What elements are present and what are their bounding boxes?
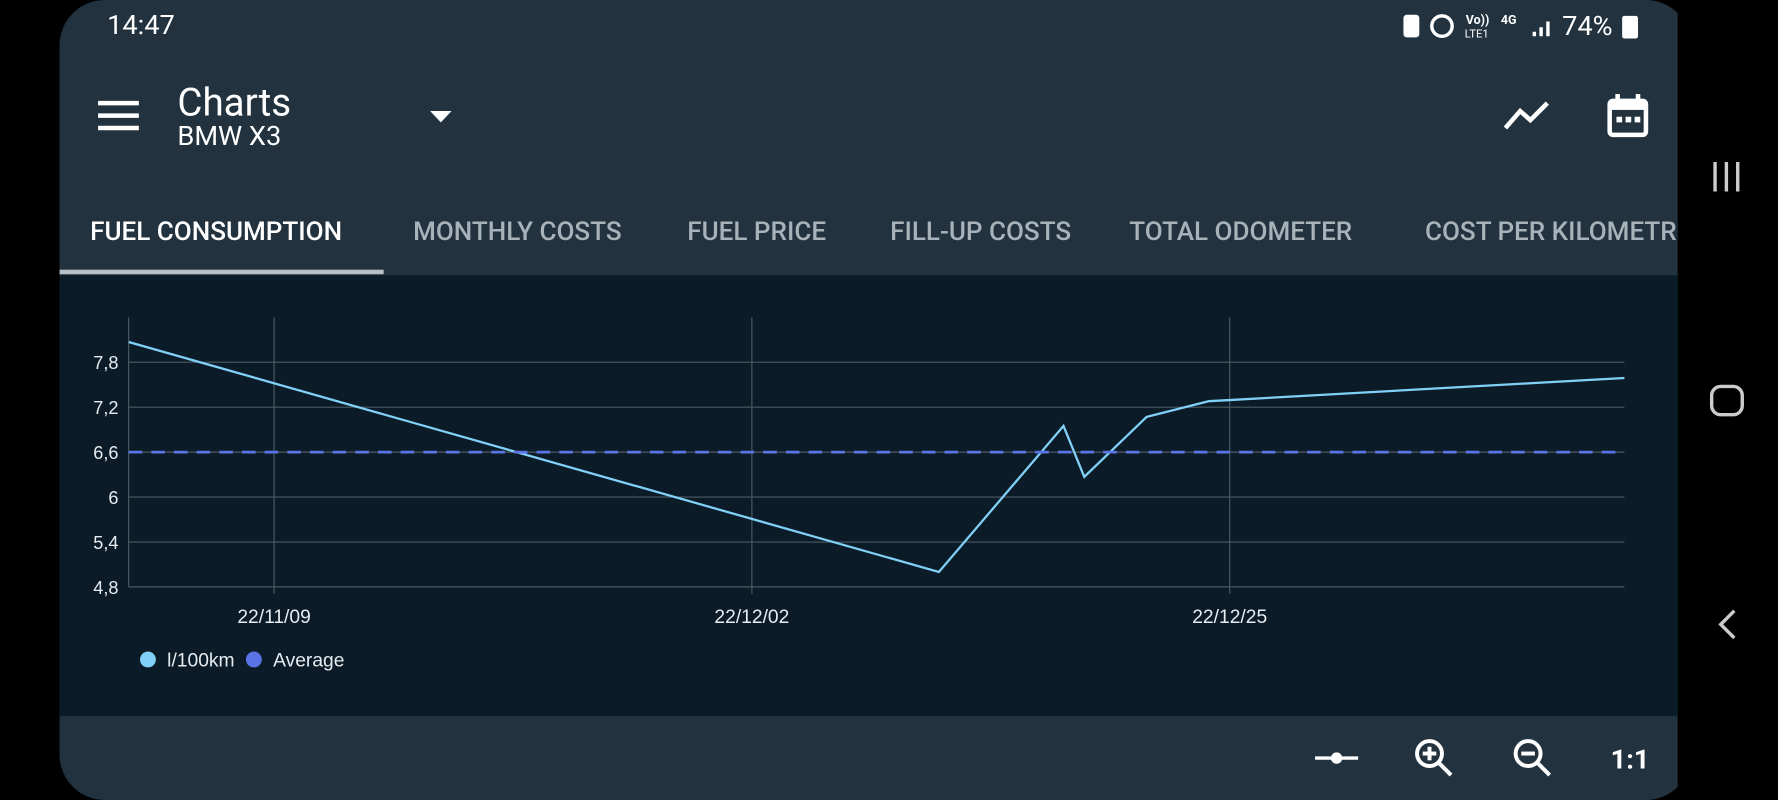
x-tick-label: 22/12/25 — [1192, 607, 1267, 628]
app-title: Charts — [177, 81, 291, 126]
menu-button[interactable] — [98, 100, 139, 131]
app-subtitle: BMW X3 — [177, 120, 281, 152]
legend-marker — [139, 651, 156, 668]
tab[interactable]: TOTAL ODOMETER — [1129, 217, 1352, 247]
x-tick-label: 22/12/02 — [714, 607, 789, 628]
y-tick-label: 5,4 — [93, 533, 118, 553]
y-tick-label: 7,2 — [93, 398, 118, 418]
status-signal-type: 4G — [1501, 13, 1517, 28]
recents-button[interactable] — [1713, 162, 1740, 192]
series-line — [128, 340, 1625, 574]
icon — [1622, 15, 1639, 39]
tab[interactable]: FUEL PRICE — [687, 217, 826, 247]
legend-marker — [245, 651, 262, 668]
date-range-button[interactable] — [1607, 94, 1649, 138]
y-tick-label: 7,8 — [93, 353, 118, 373]
zoom-out-button[interactable] — [1513, 739, 1552, 777]
system-nav — [1709, 162, 1744, 640]
icon — [1532, 21, 1550, 37]
chart-background — [59, 275, 1678, 717]
tab[interactable]: FILL-UP COSTS — [890, 217, 1071, 247]
y-tick-label: 6,6 — [93, 443, 118, 463]
status-network: Vo)) — [1466, 13, 1490, 28]
zoom-in-button[interactable] — [1415, 739, 1453, 777]
status-battery: 74% — [1562, 10, 1612, 42]
tab[interactable]: FUEL CONSUMPTION — [90, 217, 342, 247]
reset-zoom-button[interactable]: 1:1 — [1611, 743, 1650, 775]
x-tick-label: 22/11/09 — [237, 607, 311, 628]
status-time: 14:47 — [107, 9, 175, 41]
legend-label: l/100km — [167, 650, 234, 671]
home-button[interactable] — [1709, 384, 1744, 417]
tab[interactable]: MONTHLY COSTS — [413, 217, 622, 247]
back-button[interactable] — [1718, 609, 1736, 640]
nav-bar — [1677, 0, 1778, 800]
tab-indicator — [59, 269, 384, 275]
vehicle-dropdown[interactable] — [430, 111, 452, 123]
status-icons: Vo)) LTE1 4G 74% — [1403, 10, 1639, 42]
icon — [1403, 14, 1420, 38]
tab-bar: FUEL CONSUMPTION MONTHLY COSTS FUEL PRICE F… — [59, 217, 1691, 275]
y-tick-label: 6 — [108, 488, 118, 508]
chart: 4,8 5,4 6 6,6 7,2 7,8 22/11/09 22/12/02 22/12/25… — [93, 317, 1625, 671]
pan-button[interactable] — [1315, 752, 1359, 764]
tab[interactable]: COST PER KILOMETRE — [1425, 217, 1691, 247]
chart-type-button[interactable] — [1503, 101, 1549, 130]
icon — [1430, 14, 1454, 38]
legend-label: Average — [273, 650, 344, 671]
y-tick-label: 4,8 — [93, 578, 118, 598]
status-network-sub: LTE1 — [1465, 26, 1489, 40]
